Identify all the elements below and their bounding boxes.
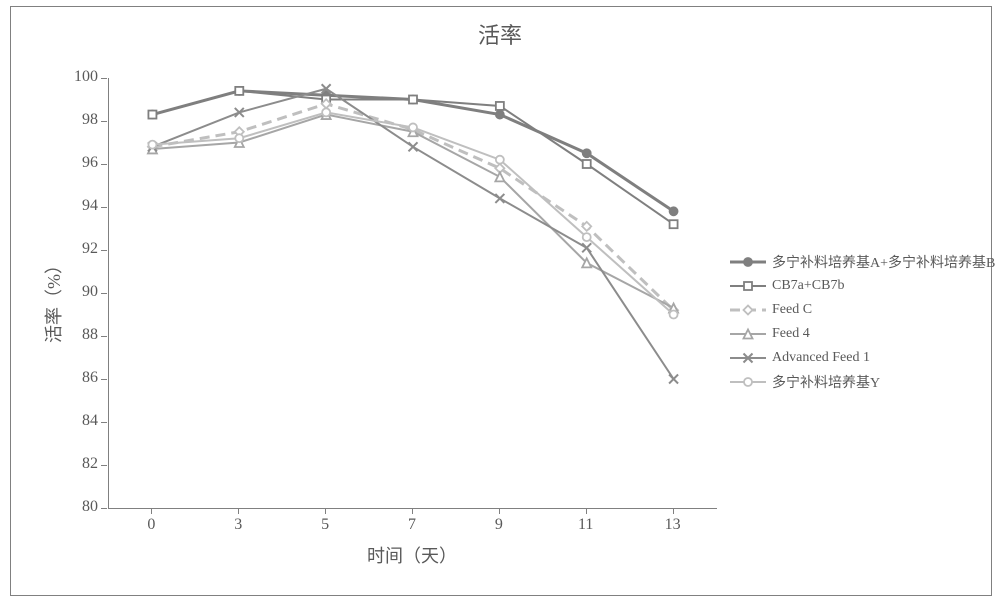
y-tick-label: 90: [60, 283, 98, 301]
y-tick-label: 82: [60, 455, 98, 473]
x-tick-label: 7: [392, 516, 432, 534]
x-tick-label: 5: [305, 516, 345, 534]
legend: 多宁补料培养基A+多宁补料培养基B CB7a+CB7b Feed C Feed 4 Ad…: [730, 250, 995, 394]
x-tick-label: 13: [653, 516, 693, 534]
legend-item: Feed 4: [730, 322, 995, 346]
y-tick-mark: [101, 164, 107, 165]
y-tick-label: 100: [60, 68, 98, 86]
x-axis-title: 时间（天）: [108, 542, 716, 568]
legend-label: 多宁补料培养基Y: [772, 372, 880, 392]
legend-item: Feed C: [730, 298, 995, 322]
x-tick-mark: [238, 508, 239, 514]
chart-container: 活率 活率（%） 时间（天） 多宁补料培养基A+多宁补料培养基BCB7a+CB7…: [0, 0, 1000, 601]
x-tick-mark: [586, 508, 587, 514]
y-tick-label: 98: [60, 111, 98, 129]
legend-swatch: [730, 277, 766, 295]
y-tick-label: 80: [60, 498, 98, 516]
legend-item: Advanced Feed 1: [730, 346, 995, 370]
y-tick-mark: [101, 336, 107, 337]
y-tick-mark: [101, 379, 107, 380]
legend-label: Advanced Feed 1: [772, 350, 870, 366]
legend-swatch: [730, 253, 766, 271]
legend-item: 多宁补料培养基Y: [730, 370, 995, 394]
y-tick-label: 96: [60, 154, 98, 172]
legend-swatch: [730, 325, 766, 343]
y-tick-mark: [101, 508, 107, 509]
y-tick-mark: [101, 250, 107, 251]
legend-label: 多宁补料培养基A+多宁补料培养基B: [772, 252, 995, 272]
plot-area: [108, 78, 717, 509]
x-tick-mark: [325, 508, 326, 514]
series-line: [152, 115, 673, 308]
legend-item: 多宁补料培养基A+多宁补料培养基B: [730, 250, 995, 274]
y-tick-mark: [101, 465, 107, 466]
x-tick-label: 3: [218, 516, 258, 534]
x-tick-mark: [151, 508, 152, 514]
legend-swatch: [730, 373, 766, 391]
legend-label: CB7a+CB7b: [772, 278, 844, 294]
plot-svg: [109, 78, 717, 508]
legend-swatch: [730, 349, 766, 367]
legend-label: Feed C: [772, 302, 812, 318]
y-tick-label: 84: [60, 412, 98, 430]
chart-title: 活率: [0, 18, 1000, 50]
y-tick-mark: [101, 422, 107, 423]
legend-swatch: [730, 301, 766, 319]
x-tick-label: 0: [131, 516, 171, 534]
y-tick-mark: [101, 207, 107, 208]
y-tick-mark: [101, 78, 107, 79]
x-tick-mark: [673, 508, 674, 514]
x-tick-label: 9: [479, 516, 519, 534]
y-tick-label: 92: [60, 240, 98, 258]
x-tick-mark: [499, 508, 500, 514]
y-tick-label: 88: [60, 326, 98, 344]
y-tick-mark: [101, 121, 107, 122]
y-tick-mark: [101, 293, 107, 294]
y-tick-label: 86: [60, 369, 98, 387]
x-tick-label: 11: [566, 516, 606, 534]
legend-label: Feed 4: [772, 326, 810, 342]
y-tick-label: 94: [60, 197, 98, 215]
legend-item: CB7a+CB7b: [730, 274, 995, 298]
x-tick-mark: [412, 508, 413, 514]
series-line: [152, 91, 673, 211]
